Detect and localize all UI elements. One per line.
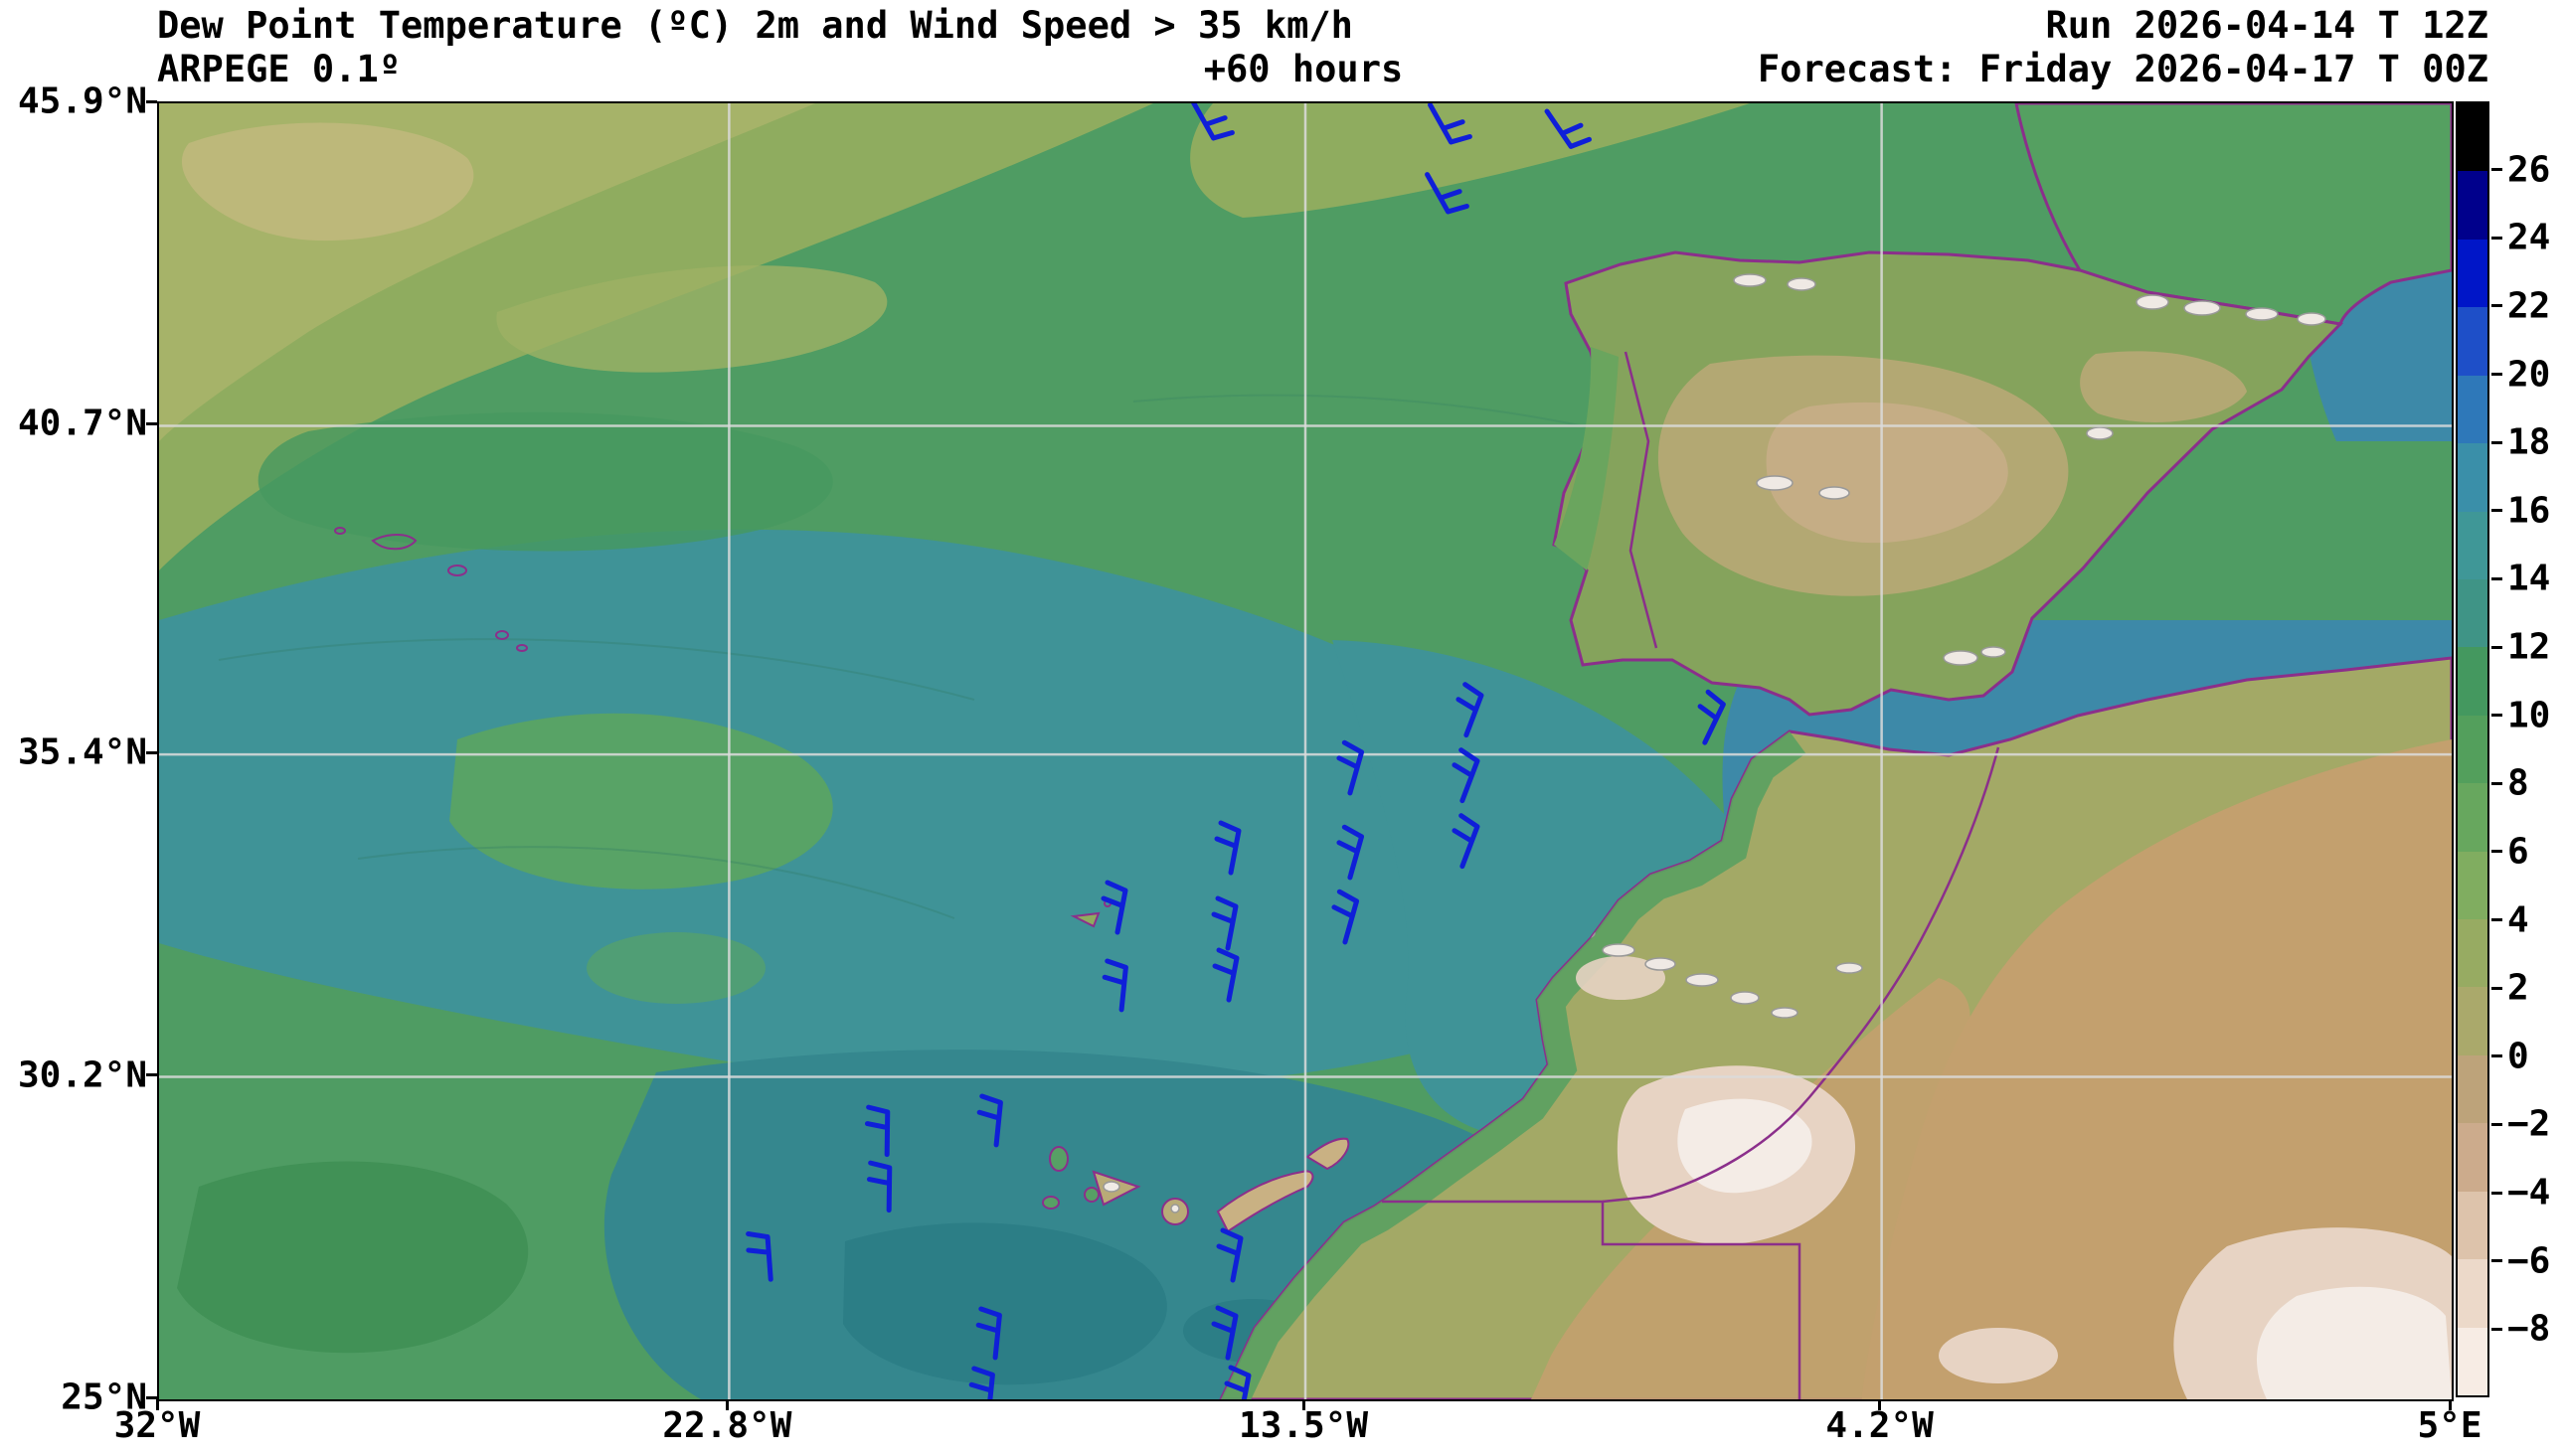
colorbar-tick-mark — [2491, 509, 2502, 513]
colorbar-tick-label: 12 — [2507, 626, 2551, 668]
colorbar-segment — [2458, 1259, 2487, 1328]
model-label: ARPEGE 0.1º — [157, 48, 402, 90]
colorbar-segment — [2458, 919, 2487, 988]
spain-portugal-border — [1624, 351, 1658, 649]
western-sahara-border — [1382, 1200, 1801, 1399]
colorbar-segment — [2458, 715, 2487, 784]
colorbar-tick-label: 4 — [2507, 899, 2529, 941]
y-tick-mark — [146, 1395, 157, 1399]
colorbar-segment — [2458, 239, 2487, 308]
colorbar-tick-mark — [2491, 236, 2502, 240]
colorbar-segment — [2458, 987, 2487, 1055]
colorbar-tick-label: 0 — [2507, 1036, 2529, 1077]
y-tick-mark — [146, 99, 157, 103]
colorbar-tick-mark — [2491, 1327, 2502, 1331]
colorbar-segment — [2458, 443, 2487, 512]
colorbar-tick-mark — [2491, 168, 2502, 172]
colorbar-tick-mark — [2491, 576, 2502, 580]
x-tick-label: 13.5°W — [1238, 1405, 1369, 1446]
colorbar-segment — [2458, 578, 2487, 648]
x-tick-mark — [1301, 1399, 1305, 1410]
colorbar-tick-mark — [2491, 1191, 2502, 1195]
colorbar — [2456, 101, 2489, 1397]
colorbar-tick-mark — [2491, 304, 2502, 308]
colorbar-segment — [2458, 647, 2487, 716]
colorbar-tick-label: −6 — [2507, 1240, 2551, 1282]
colorbar-tick-label: 20 — [2507, 354, 2551, 396]
colorbar-segment — [2458, 1191, 2487, 1260]
y-tick-label: 30.2°N — [17, 1054, 147, 1096]
colorbar-tick-mark — [2491, 1122, 2502, 1126]
colorbar-tick-mark — [2491, 986, 2502, 990]
x-tick-label: 22.8°W — [662, 1405, 792, 1446]
dew-point-map — [159, 103, 2452, 1399]
y-tick-label: 25°N — [61, 1376, 147, 1418]
colorbar-tick-label: 22 — [2507, 285, 2551, 327]
colorbar-segment — [2458, 1123, 2487, 1192]
lead-time-label: +60 hours — [1203, 48, 1404, 90]
colorbar-segment — [2458, 375, 2487, 444]
colorbar-tick-label: 8 — [2507, 762, 2529, 804]
run-label: Run 2026-04-14 T 12Z — [2045, 4, 2488, 47]
x-tick-mark — [155, 1399, 159, 1410]
colorbar-tick-label: −2 — [2507, 1103, 2551, 1145]
forecast-label: Forecast: Friday 2026-04-17 T 00Z — [1757, 48, 2488, 90]
colorbar-tick-label: 24 — [2507, 217, 2551, 258]
y-tick-label: 40.7°N — [17, 403, 147, 444]
canary-volcano-peaks — [1103, 1181, 1180, 1213]
colorbar-tick-label: 26 — [2507, 149, 2551, 191]
colorbar-tick-mark — [2491, 1054, 2502, 1058]
colorbar-segment — [2458, 1054, 2487, 1124]
colorbar-segment — [2458, 511, 2487, 579]
colorbar-segment — [2458, 1327, 2487, 1396]
colorbar-tick-mark — [2491, 714, 2502, 718]
colorbar-tick-mark — [2491, 1259, 2502, 1263]
colorbar-tick-mark — [2491, 373, 2502, 377]
x-tick-label: 32°W — [113, 1405, 201, 1446]
x-tick-label: 4.2°W — [1825, 1405, 1934, 1446]
colorbar-segment — [2458, 851, 2487, 920]
y-tick-mark — [146, 750, 157, 754]
x-tick-mark — [725, 1399, 729, 1410]
y-tick-mark — [146, 1073, 157, 1077]
y-tick-mark — [146, 421, 157, 425]
x-tick-label: 5°E — [2417, 1405, 2482, 1446]
morocco-algeria-border — [1602, 746, 2000, 1204]
x-tick-mark — [2448, 1399, 2452, 1410]
colorbar-tick-mark — [2491, 850, 2502, 854]
colorbar-tick-label: 16 — [2507, 490, 2551, 532]
colorbar-tick-mark — [2491, 645, 2502, 649]
colorbar-tick-mark — [2491, 440, 2502, 444]
colorbar-segment — [2458, 103, 2487, 172]
colorbar-tick-label: −8 — [2507, 1308, 2551, 1350]
y-tick-label: 35.4°N — [17, 731, 147, 773]
chart-title: Dew Point Temperature (ºC) 2m and Wind S… — [157, 4, 1353, 47]
colorbar-tick-label: 18 — [2507, 421, 2551, 463]
colorbar-tick-mark — [2491, 918, 2502, 922]
colorbar-tick-label: 6 — [2507, 831, 2529, 873]
colorbar-segment — [2458, 307, 2487, 376]
colorbar-tick-label: 14 — [2507, 558, 2551, 599]
colorbar-tick-label: 2 — [2507, 967, 2529, 1009]
colorbar-tick-label: −4 — [2507, 1172, 2551, 1213]
map-plot-area — [157, 101, 2454, 1401]
y-tick-label: 45.9°N — [17, 81, 147, 122]
azores-islands — [334, 527, 528, 652]
colorbar-tick-label: 10 — [2507, 695, 2551, 736]
x-tick-mark — [1878, 1399, 1882, 1410]
colorbar-tick-mark — [2491, 781, 2502, 785]
grid-lines — [159, 103, 2452, 1399]
iberia-mountain-peaks — [1733, 273, 2326, 666]
colorbar-segment — [2458, 783, 2487, 852]
colorbar-segment — [2458, 171, 2487, 240]
